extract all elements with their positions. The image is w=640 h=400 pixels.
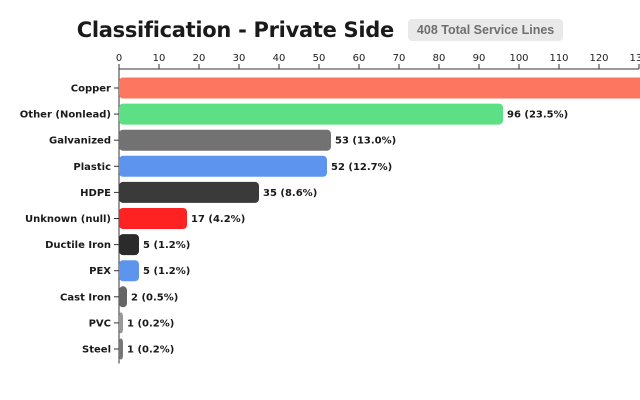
- x-tick-label: 10: [153, 53, 166, 64]
- category-label: Other (Nonlead): [20, 110, 111, 121]
- data-label: 2 (0.5%): [131, 292, 178, 303]
- bar-pex: [119, 260, 139, 282]
- x-tick-label: 60: [353, 53, 366, 64]
- category-label: Plastic: [73, 162, 111, 173]
- x-tick-label: 70: [393, 53, 406, 64]
- data-label: 1 (0.2%): [127, 318, 174, 329]
- category-label: PEX: [89, 266, 111, 277]
- chart-title: Classification - Private Side: [76, 18, 394, 42]
- data-label: 52 (12.7%): [331, 162, 392, 173]
- category-label: Copper: [71, 84, 111, 95]
- data-label: 1 (0.2%): [127, 345, 174, 356]
- category-label: PVC: [89, 318, 111, 329]
- x-tick-label: 100: [509, 53, 528, 64]
- x-tick-label: 80: [433, 53, 446, 64]
- bar-other-nonlead: [119, 103, 503, 125]
- x-tick-label: 50: [313, 53, 326, 64]
- category-label: Cast Iron: [60, 292, 111, 303]
- category-label: Steel: [82, 345, 111, 356]
- bar-cast-iron: [119, 286, 127, 308]
- bar-copper: [119, 77, 640, 99]
- category-label: HDPE: [80, 188, 111, 199]
- total-service-lines-badge: 408 Total Service Lines: [407, 19, 564, 41]
- data-label: 53 (13.0%): [335, 136, 396, 147]
- bar-hdpe: [119, 181, 259, 203]
- x-tick-label: 0: [116, 53, 122, 64]
- bar-plastic: [119, 155, 327, 177]
- category-label: Galvanized: [49, 136, 111, 147]
- x-tick-label: 30: [233, 53, 246, 64]
- data-label: 35 (8.6%): [263, 188, 317, 199]
- bar-galvanized: [119, 129, 331, 151]
- bar-ductile-iron: [119, 234, 139, 256]
- chart-header: Classification - Private Side 408 Total …: [0, 14, 640, 46]
- data-label: 5 (1.2%): [143, 240, 190, 251]
- bar-steel: [119, 338, 123, 360]
- x-tick-label: 130: [629, 53, 640, 64]
- x-tick-label: 20: [193, 53, 206, 64]
- category-label: Ductile Iron: [45, 240, 111, 251]
- category-label: Unknown (null): [25, 214, 111, 225]
- x-tick-label: 90: [473, 53, 486, 64]
- x-tick-label: 40: [273, 53, 286, 64]
- data-label: 96 (23.5%): [507, 110, 568, 121]
- bar-unknown-null: [119, 208, 187, 229]
- data-label: 17 (4.2%): [191, 214, 245, 225]
- bar-pvc: [119, 312, 123, 334]
- x-tick-label: 110: [549, 53, 568, 64]
- data-label: 5 (1.2%): [143, 266, 190, 277]
- x-tick-label: 120: [589, 53, 608, 64]
